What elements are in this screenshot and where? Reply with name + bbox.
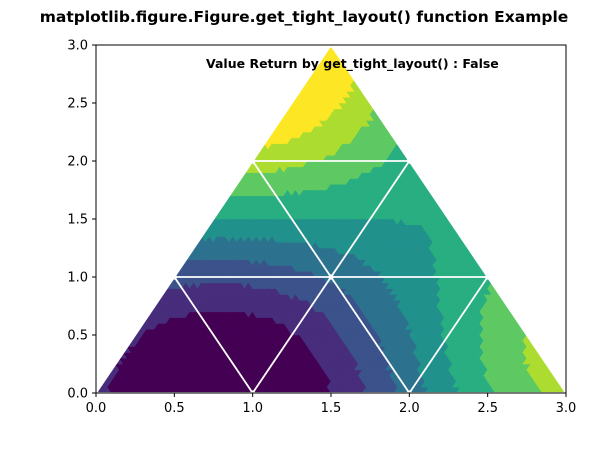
chart-title: matplotlib.figure.Figure.get_tight_layou… <box>40 8 569 26</box>
y-tick-label: 0.5 <box>67 329 88 344</box>
y-tick-label: 0.0 <box>67 387 88 402</box>
mesh-edge <box>251 276 332 394</box>
x-tick-label: 1.0 <box>242 401 263 416</box>
x-tick-label: 3.0 <box>556 401 577 416</box>
mesh-edge <box>408 276 489 394</box>
x-tick-label: 0.5 <box>164 401 185 416</box>
mesh-node <box>171 274 177 280</box>
y-tick-label: 1.5 <box>67 213 88 228</box>
mesh-node <box>485 274 491 280</box>
mesh-node <box>328 274 334 280</box>
mesh-edge <box>330 44 411 162</box>
x-tick-label: 0.0 <box>86 401 107 416</box>
mesh-edge <box>330 276 411 394</box>
axes: 0.0 0.5 1.0 1.5 2.0 2.5 3.0 0.0 0.5 1.0 1.5 2.0 2.5 3… <box>67 39 576 417</box>
mesh-node <box>250 158 256 164</box>
mesh-edge <box>173 276 254 394</box>
plot-area <box>95 44 567 394</box>
mesh-edge <box>95 276 176 394</box>
y-tick-label: 1.0 <box>67 271 88 286</box>
mesh-edge <box>251 44 332 162</box>
x-tick-label: 2.0 <box>399 401 420 416</box>
mesh-edge <box>173 160 254 278</box>
y-tick-label: 3.0 <box>67 39 88 54</box>
mesh-edge <box>408 160 489 278</box>
x-tick-label: 1.5 <box>321 401 342 416</box>
mesh-edge <box>486 276 567 394</box>
x-tick-label: 2.5 <box>477 401 498 416</box>
mesh-edge <box>251 160 332 278</box>
annotation-text: Value Return by get_tight_layout() : Fal… <box>206 56 499 72</box>
y-tick-label: 2.5 <box>67 97 88 112</box>
y-tick-label: 2.0 <box>67 155 88 170</box>
mesh-edge <box>330 160 411 278</box>
mesh-node <box>406 158 412 164</box>
